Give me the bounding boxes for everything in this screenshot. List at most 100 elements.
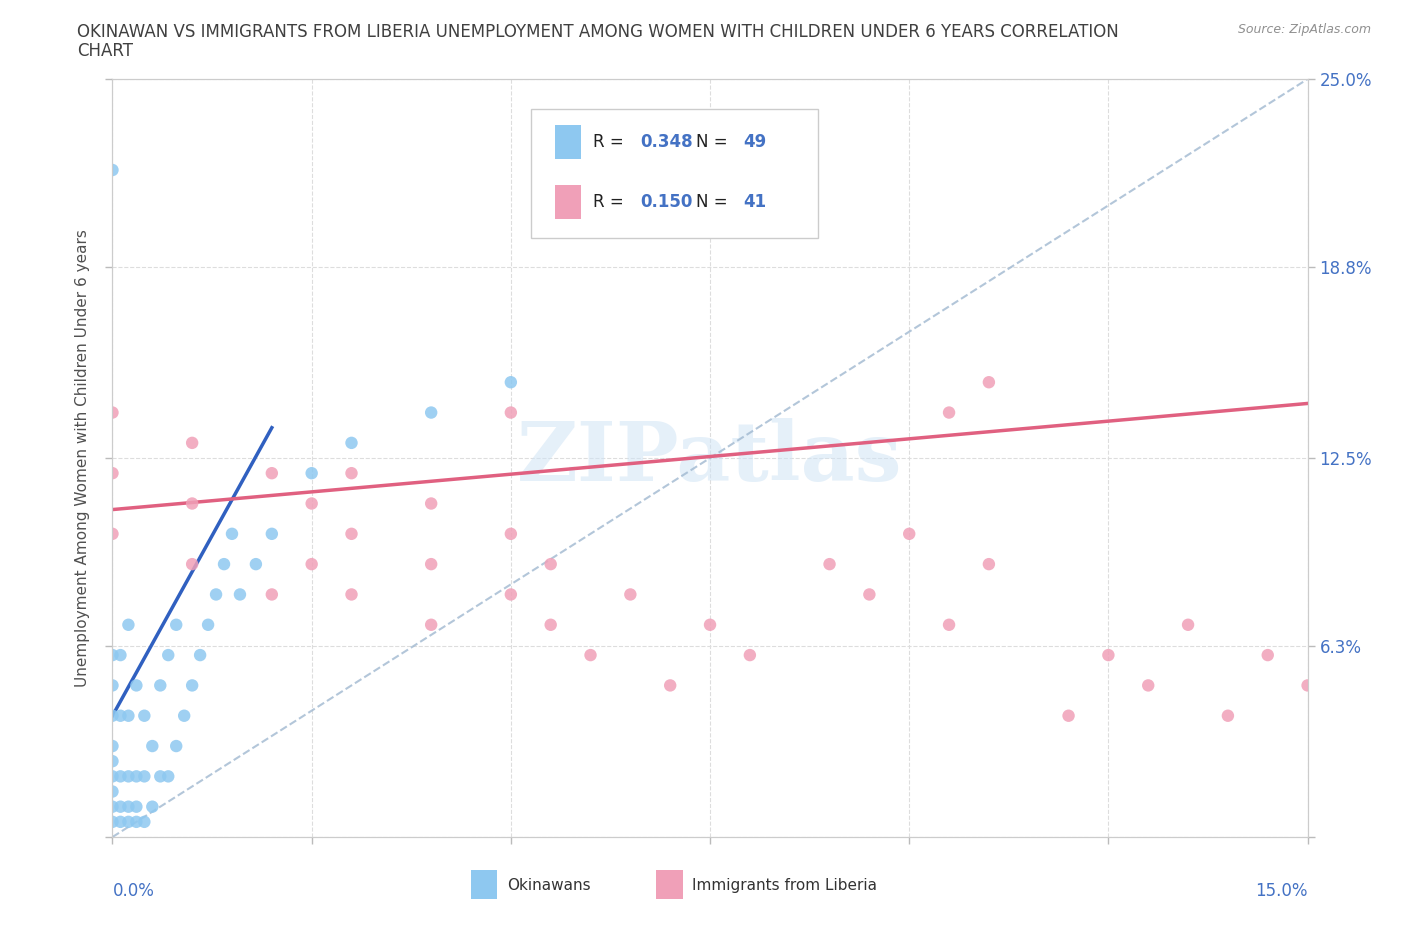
- Text: 0.150: 0.150: [641, 193, 693, 211]
- Point: [188, 647, 211, 662]
- Point: [499, 405, 522, 420]
- Point: [117, 815, 139, 830]
- Point: [101, 405, 124, 420]
- Point: [340, 526, 363, 541]
- Text: Source: ZipAtlas.com: Source: ZipAtlas.com: [1237, 23, 1371, 36]
- Point: [181, 435, 204, 450]
- Text: OKINAWAN VS IMMIGRANTS FROM LIBERIA UNEMPLOYMENT AMONG WOMEN WITH CHILDREN UNDER: OKINAWAN VS IMMIGRANTS FROM LIBERIA UNEM…: [77, 23, 1119, 41]
- Point: [110, 799, 132, 814]
- Point: [699, 618, 721, 632]
- Point: [420, 496, 443, 511]
- Point: [134, 709, 156, 724]
- Point: [197, 618, 219, 632]
- Point: [101, 678, 124, 693]
- Point: [1137, 678, 1160, 693]
- Point: [117, 709, 139, 724]
- Point: [938, 618, 960, 632]
- Point: [977, 557, 1000, 572]
- Text: Okinawans: Okinawans: [508, 878, 591, 893]
- Point: [101, 526, 124, 541]
- Point: [499, 526, 522, 541]
- Point: [340, 466, 363, 481]
- Point: [125, 815, 148, 830]
- Point: [181, 678, 204, 693]
- Point: [125, 769, 148, 784]
- Text: N =: N =: [696, 193, 733, 211]
- Text: 0.0%: 0.0%: [112, 883, 155, 900]
- Point: [101, 163, 124, 178]
- Point: [205, 587, 228, 602]
- Point: [101, 753, 124, 768]
- Point: [420, 618, 443, 632]
- Point: [149, 769, 172, 784]
- FancyBboxPatch shape: [657, 870, 682, 899]
- Point: [117, 618, 139, 632]
- Point: [340, 587, 363, 602]
- Point: [540, 618, 562, 632]
- Point: [181, 496, 204, 511]
- Point: [141, 799, 163, 814]
- Point: [1216, 709, 1239, 724]
- Point: [1097, 647, 1119, 662]
- Point: [101, 784, 124, 799]
- Point: [260, 466, 283, 481]
- Point: [221, 526, 243, 541]
- Text: ZIPatlas: ZIPatlas: [517, 418, 903, 498]
- Point: [340, 435, 363, 450]
- Point: [898, 526, 921, 541]
- Text: R =: R =: [593, 193, 628, 211]
- Point: [101, 709, 124, 724]
- Point: [260, 587, 283, 602]
- Point: [229, 587, 252, 602]
- Point: [499, 375, 522, 390]
- Point: [738, 647, 761, 662]
- Point: [540, 557, 562, 572]
- Point: [110, 815, 132, 830]
- Point: [260, 526, 283, 541]
- Point: [499, 587, 522, 602]
- Point: [420, 405, 443, 420]
- Text: 15.0%: 15.0%: [1256, 883, 1308, 900]
- Point: [301, 466, 323, 481]
- Point: [117, 769, 139, 784]
- Point: [125, 799, 148, 814]
- Text: 41: 41: [744, 193, 766, 211]
- Text: R =: R =: [593, 133, 628, 151]
- Text: CHART: CHART: [77, 42, 134, 60]
- Text: N =: N =: [696, 133, 733, 151]
- FancyBboxPatch shape: [531, 110, 818, 238]
- Point: [157, 647, 180, 662]
- Point: [165, 738, 187, 753]
- Point: [101, 799, 124, 814]
- Point: [619, 587, 641, 602]
- Point: [134, 769, 156, 784]
- FancyBboxPatch shape: [471, 870, 498, 899]
- Point: [977, 375, 1000, 390]
- Point: [173, 709, 195, 724]
- Point: [125, 678, 148, 693]
- Point: [101, 466, 124, 481]
- Text: 49: 49: [744, 133, 766, 151]
- Point: [149, 678, 172, 693]
- Point: [858, 587, 880, 602]
- FancyBboxPatch shape: [554, 125, 581, 159]
- Point: [110, 647, 132, 662]
- Point: [301, 496, 323, 511]
- Point: [579, 647, 602, 662]
- Point: [1296, 678, 1319, 693]
- Point: [181, 557, 204, 572]
- Point: [101, 738, 124, 753]
- Point: [141, 738, 163, 753]
- Point: [101, 647, 124, 662]
- Point: [938, 405, 960, 420]
- Point: [301, 557, 323, 572]
- Point: [134, 815, 156, 830]
- Point: [157, 769, 180, 784]
- Point: [1057, 709, 1080, 724]
- FancyBboxPatch shape: [554, 185, 581, 219]
- Point: [245, 557, 267, 572]
- Point: [110, 709, 132, 724]
- Point: [1257, 647, 1279, 662]
- Point: [779, 193, 801, 207]
- Point: [101, 815, 124, 830]
